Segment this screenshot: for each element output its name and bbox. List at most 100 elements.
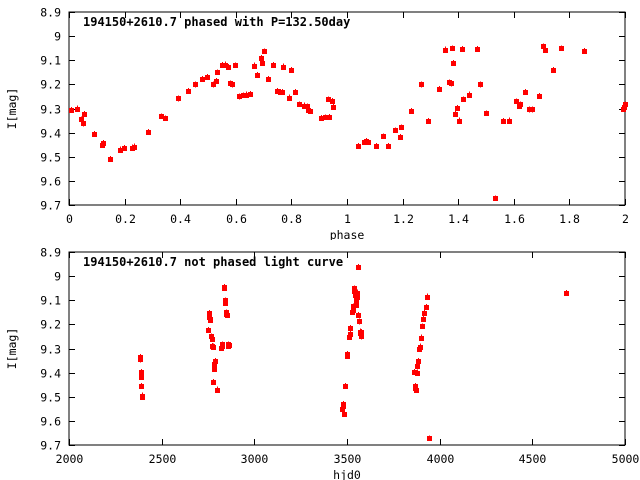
data-point	[418, 345, 423, 350]
data-point	[460, 47, 465, 52]
data-point	[359, 334, 364, 339]
data-point	[241, 93, 246, 98]
y-tick-label: 9.7	[40, 199, 61, 213]
data-point	[359, 330, 364, 335]
data-point	[518, 102, 523, 107]
y-tick-label: 9.2	[40, 78, 61, 92]
data-point	[327, 115, 332, 120]
data-point	[214, 79, 219, 84]
x-tick-label: 0.2	[115, 212, 136, 226]
data-point	[146, 130, 151, 135]
data-point	[351, 304, 356, 309]
data-point	[564, 291, 569, 296]
data-point	[140, 395, 145, 400]
y-tick-label: 9.6	[40, 415, 61, 429]
data-point	[260, 61, 265, 66]
x-tick-label: 1	[344, 212, 351, 226]
data-point	[356, 265, 361, 270]
data-point	[81, 121, 86, 126]
data-point	[244, 93, 249, 98]
data-point	[415, 371, 420, 376]
data-point	[355, 295, 360, 300]
data-point	[132, 145, 137, 150]
data-point	[366, 140, 371, 145]
data-point	[212, 362, 217, 367]
data-point	[398, 135, 403, 140]
data-point	[623, 102, 628, 107]
data-point	[374, 144, 379, 149]
data-point	[356, 144, 361, 149]
data-point	[443, 48, 448, 53]
data-point	[101, 141, 106, 146]
data-point	[215, 388, 220, 393]
data-point	[287, 96, 292, 101]
data-point	[543, 48, 548, 53]
data-point	[255, 73, 260, 78]
data-point	[461, 97, 466, 102]
data-point	[356, 313, 361, 318]
data-point	[355, 291, 360, 296]
data-point	[281, 65, 286, 70]
data-point	[457, 119, 462, 124]
x-tick-label: 2000	[56, 452, 84, 466]
data-point	[206, 328, 211, 333]
data-point	[453, 112, 458, 117]
data-point	[323, 115, 328, 120]
data-point	[347, 335, 352, 340]
data-point	[233, 63, 238, 68]
x-tick-label: 2	[622, 212, 629, 226]
data-point	[399, 125, 404, 130]
data-point	[79, 117, 84, 122]
data-point	[213, 359, 218, 364]
data-point	[351, 308, 356, 313]
data-point	[211, 380, 216, 385]
data-point	[475, 47, 480, 52]
data-point	[409, 109, 414, 114]
x-tick-label: 0.6	[226, 212, 247, 226]
data-point	[449, 81, 454, 86]
data-point	[340, 407, 345, 412]
data-point	[348, 326, 353, 331]
data-point	[419, 82, 424, 87]
data-point	[262, 49, 267, 54]
data-point	[451, 61, 456, 66]
data-point	[348, 332, 353, 337]
data-point	[414, 388, 419, 393]
x-tick-label: 5000	[612, 452, 640, 466]
data-point	[507, 119, 512, 124]
data-point	[118, 148, 123, 153]
phased-plot-canvas: 8.9 9 9.1 9.2 9.3 9.4 9.5 9.6 9.7 0 0.2 0.4 0.6 0.8 1 1…	[5, 6, 629, 241]
data-point	[289, 68, 294, 73]
data-point	[271, 63, 276, 68]
data-point	[223, 301, 228, 306]
data-point-group	[138, 264, 569, 442]
data-point	[357, 319, 362, 324]
data-point	[551, 68, 556, 73]
data-point	[176, 96, 181, 101]
y-tick-label: 9.5	[40, 391, 61, 405]
data-point	[92, 132, 97, 137]
data-point	[582, 49, 587, 54]
x-tick-label: 2500	[149, 452, 177, 466]
data-point	[237, 94, 242, 99]
data-point	[331, 105, 336, 110]
y-axis-label: I[mag]	[5, 88, 19, 130]
y-tick-label: 8.9	[40, 246, 61, 260]
data-point	[352, 288, 357, 293]
x-tick-label: 3500	[334, 452, 362, 466]
data-point	[305, 104, 310, 109]
y-tick-label: 9.6	[40, 175, 61, 189]
data-point	[437, 87, 442, 92]
data-point	[69, 108, 74, 113]
data-point	[341, 402, 346, 407]
data-point	[342, 412, 347, 417]
data-point	[412, 370, 417, 375]
data-point	[386, 144, 391, 149]
x-tick-label: 1.2	[393, 212, 414, 226]
data-point	[225, 313, 230, 318]
plot-frame-0	[68, 11, 626, 206]
data-point	[319, 116, 324, 121]
data-point	[207, 311, 212, 316]
